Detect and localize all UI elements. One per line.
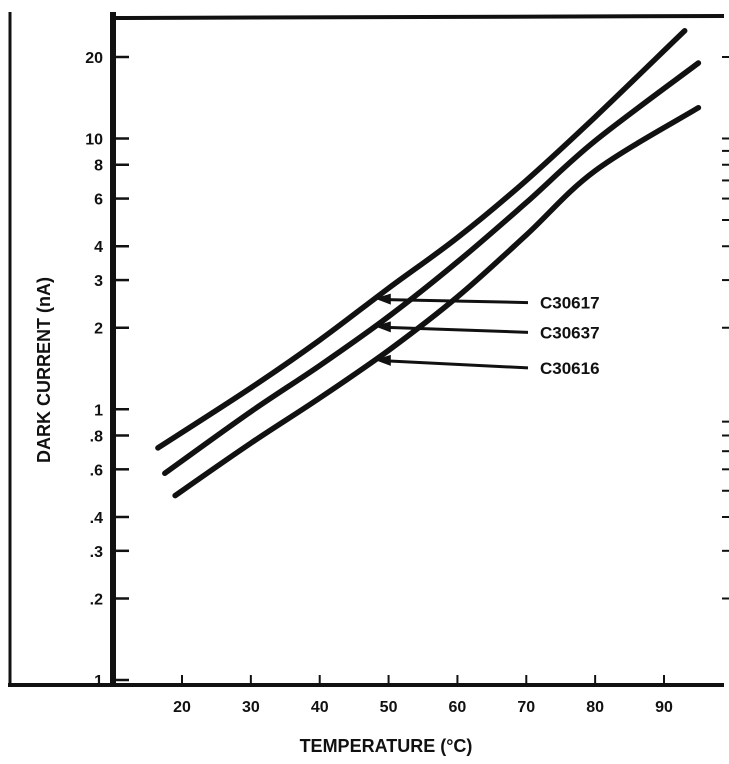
axis-ticks: .1 .2 .3 .4 .6 .8 1 2 3 4 6 8 10 20 20 30 40 50 60 70 80 90 <box>85 50 729 716</box>
callout-arrowhead <box>374 293 391 305</box>
axis-labels: TEMPERATURE (°C) DARK CURRENT (nA) <box>34 277 472 756</box>
x-tick-label: 60 <box>449 699 467 716</box>
series-lines <box>155 28 702 499</box>
y-tick-label: 6 <box>94 192 103 209</box>
x-tick-label: 70 <box>517 699 535 716</box>
y-tick-label: .8 <box>90 428 103 445</box>
y-tick-label: .6 <box>90 462 103 479</box>
series-label-c30616: C30616 <box>540 359 600 378</box>
y-tick-label: 1 <box>94 402 103 419</box>
series-line-c30637 <box>162 60 702 477</box>
y-tick-label: .2 <box>90 591 103 608</box>
callout-arrowhead <box>374 354 391 366</box>
y-tick-label: .4 <box>90 510 103 527</box>
plot-frame <box>8 12 725 687</box>
top-border-line <box>112 14 725 20</box>
series-callouts: C30617 C30637 C30616 <box>374 293 600 378</box>
y-tick-label: 4 <box>94 239 103 256</box>
x-tick-label: 40 <box>311 699 329 716</box>
x-tick-label: 20 <box>173 699 191 716</box>
y-tick-label: 10 <box>85 132 103 149</box>
series-label-c30617: C30617 <box>540 294 600 313</box>
x-axis-title: TEMPERATURE (°C) <box>300 736 473 756</box>
y-tick-label: 3 <box>94 273 103 290</box>
callout-line <box>386 325 529 334</box>
y-tick-label: .3 <box>90 544 103 561</box>
x-tick-label: 30 <box>242 699 260 716</box>
x-tick-label: 50 <box>380 699 398 716</box>
y-tick-label: 2 <box>94 321 103 338</box>
y-tick-label: .1 <box>90 673 103 690</box>
series-label-c30637: C30637 <box>540 323 600 342</box>
x-tick-label: 80 <box>586 699 604 716</box>
y-tick-label: 20 <box>85 50 103 67</box>
y-tick-label: 8 <box>94 158 103 175</box>
x-tick-label: 90 <box>655 699 673 716</box>
callout-line <box>386 298 529 305</box>
callout-arrowhead <box>374 321 391 333</box>
y-axis-title: DARK CURRENT (nA) <box>34 277 54 463</box>
callout-line <box>386 359 529 370</box>
series-line-c30616 <box>172 104 702 499</box>
series-line-c30617 <box>155 28 688 451</box>
